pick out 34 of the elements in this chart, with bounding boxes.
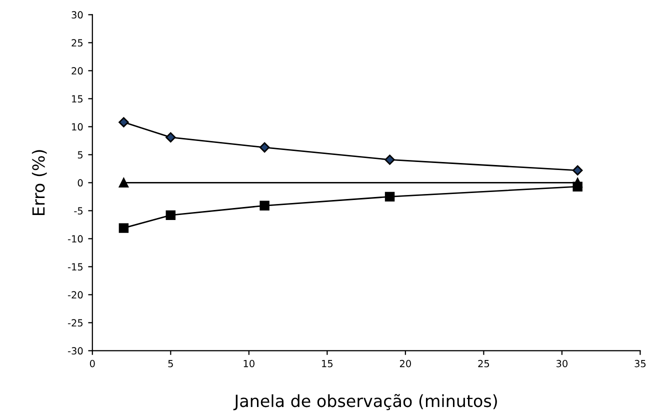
point <box>572 165 583 176</box>
y-tick-label: -25 <box>68 319 83 327</box>
y-tick-label: -20 <box>68 291 83 299</box>
y-tick-label: 10 <box>72 123 83 131</box>
x-tick-label: 35 <box>634 360 646 368</box>
y-tick-label: 25 <box>72 39 83 47</box>
point <box>118 223 129 233</box>
x-tick-label: 10 <box>244 360 254 368</box>
y-axis-title: Erro (%) <box>32 150 47 216</box>
point <box>384 192 395 202</box>
point <box>118 117 129 128</box>
x-tick-label: 0 <box>90 360 95 368</box>
y-tick-label: 30 <box>72 11 83 19</box>
y-tick-label: -10 <box>68 235 83 243</box>
y-tick-label: 0 <box>78 179 83 187</box>
point <box>118 178 129 188</box>
y-tick-label: -5 <box>74 207 83 215</box>
x-axis-title: Janela de observação (minutos) <box>233 394 497 410</box>
point <box>260 200 270 211</box>
x-tick-label: 5 <box>168 360 173 368</box>
y-tick-label: 5 <box>78 151 83 159</box>
point <box>166 132 176 142</box>
x-tick-label: 25 <box>478 360 490 368</box>
y-tick-label: -30 <box>68 347 83 355</box>
y-tick-label: -15 <box>68 263 83 271</box>
y-tick-label: 20 <box>72 67 83 75</box>
x-tick-label: 30 <box>556 360 568 368</box>
point <box>572 182 582 192</box>
point <box>166 210 176 220</box>
x-tick-label: 20 <box>400 360 411 368</box>
point <box>259 142 270 153</box>
x-tick-label: 15 <box>322 360 333 368</box>
point <box>384 154 395 165</box>
y-tick-label: 15 <box>72 95 83 103</box>
